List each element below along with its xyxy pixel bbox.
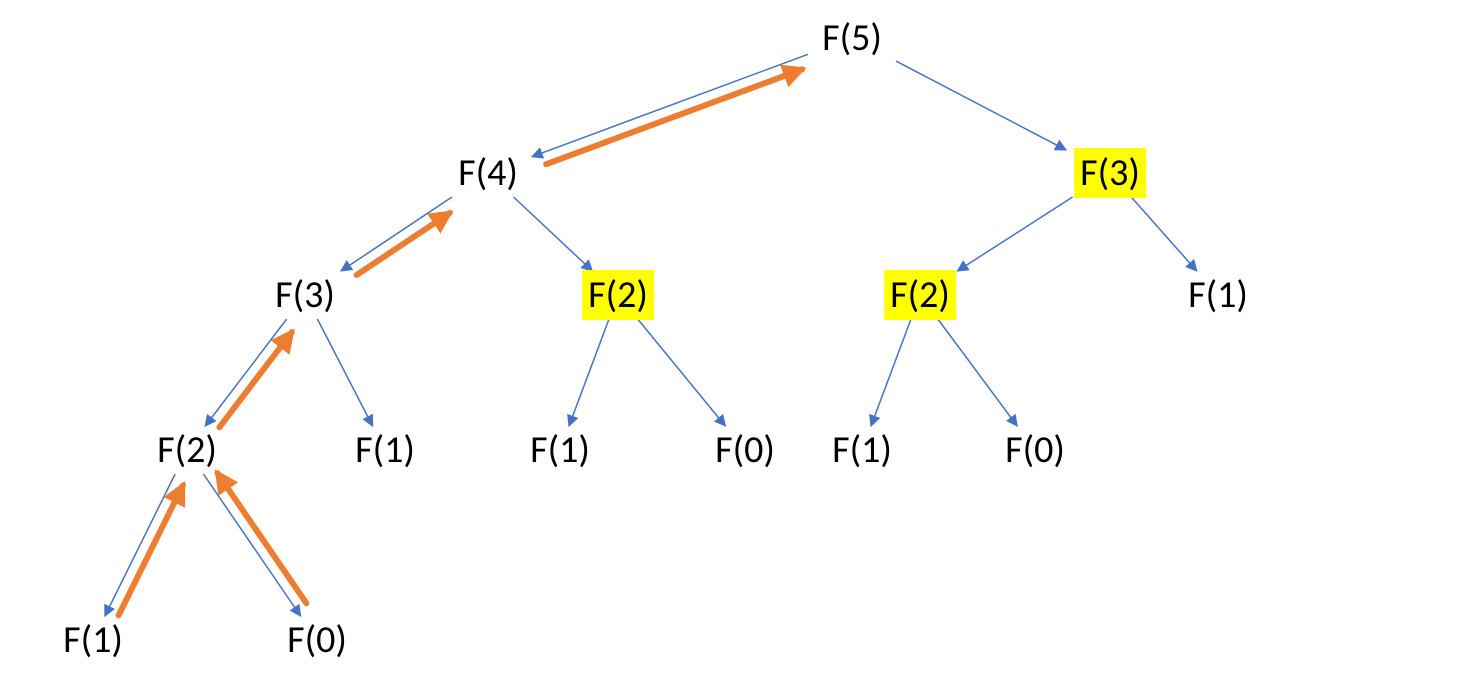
return-path-edge bbox=[219, 332, 291, 427]
tree-edge bbox=[341, 197, 452, 271]
tree-edge bbox=[203, 474, 300, 616]
tree-node: F(4) bbox=[452, 148, 524, 198]
return-path-edge bbox=[357, 213, 450, 275]
tree-edge bbox=[317, 319, 372, 426]
tree-node: F(2) bbox=[151, 425, 223, 475]
tree-node: F(1) bbox=[524, 425, 596, 475]
return-path-edge bbox=[119, 485, 183, 615]
tree-node: F(5) bbox=[816, 13, 888, 63]
tree-node: F(1) bbox=[349, 425, 421, 475]
tree-edge bbox=[514, 197, 593, 271]
tree-edge bbox=[532, 54, 808, 156]
tree-node: F(3) bbox=[269, 270, 341, 320]
tree-node: F(0) bbox=[281, 615, 353, 665]
tree-edge bbox=[638, 319, 726, 426]
tree-node: F(1) bbox=[826, 425, 898, 475]
tree-node: F(1) bbox=[1182, 270, 1254, 320]
return-path-edge bbox=[217, 473, 306, 603]
return-path-edge bbox=[546, 69, 802, 164]
tree-node: F(3) bbox=[1074, 148, 1146, 198]
tree-edge bbox=[569, 319, 609, 426]
tree-edge bbox=[1131, 197, 1197, 271]
tree-node: F(0) bbox=[709, 425, 781, 475]
tree-edge bbox=[896, 61, 1066, 150]
tree-node: F(1) bbox=[57, 615, 129, 665]
blue-edges bbox=[105, 54, 1197, 616]
edges-layer bbox=[0, 0, 1482, 694]
tree-node: F(2) bbox=[582, 270, 654, 320]
tree-edge bbox=[871, 319, 911, 426]
tree-edge bbox=[205, 319, 286, 426]
tree-node: F(2) bbox=[884, 270, 956, 320]
tree-edge bbox=[105, 474, 175, 616]
tree-edge bbox=[938, 319, 1017, 426]
tree-node: F(0) bbox=[999, 425, 1071, 475]
tree-edge bbox=[957, 197, 1072, 271]
